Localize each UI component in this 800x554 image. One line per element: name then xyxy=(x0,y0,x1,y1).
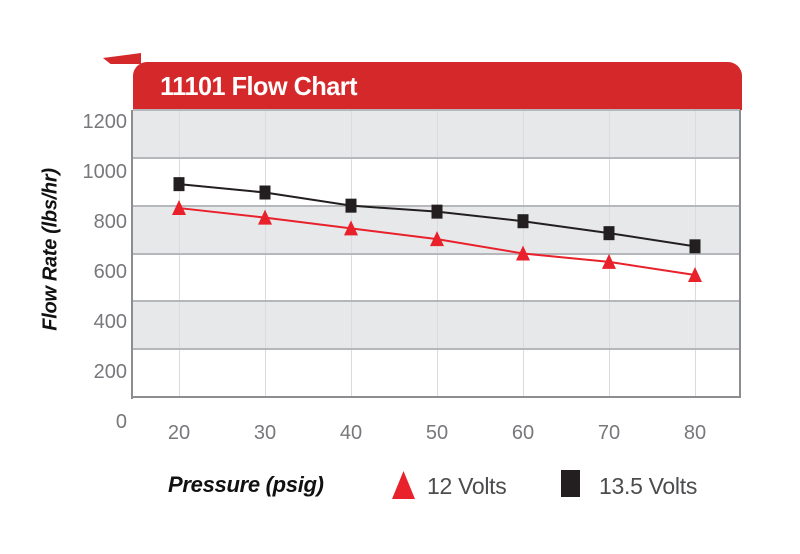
x-tick-label: 30 xyxy=(253,422,277,444)
horizontal-gridline xyxy=(133,156,740,159)
x-tick-label: 50 xyxy=(425,422,449,444)
horizontal-gridline xyxy=(133,204,740,207)
legend-label-12v: 12 Volts xyxy=(427,473,507,499)
plot-area xyxy=(133,109,740,398)
y-axis-title: Flow Rate (lbs/hr) xyxy=(39,168,62,331)
horizontal-gridline xyxy=(133,300,740,303)
x-axis-title: Pressure (psig) xyxy=(168,472,324,497)
y-tick-label: 200 xyxy=(93,361,127,383)
y-tick-label: 800 xyxy=(93,211,127,233)
x-tick-label: 20 xyxy=(167,422,191,444)
y-tick-label: 1000 xyxy=(82,161,128,183)
x-tick-label: 80 xyxy=(683,422,707,444)
y-axis-line xyxy=(131,110,133,399)
plot-band xyxy=(133,349,740,397)
y-tick-label: 0 xyxy=(115,411,127,433)
horizontal-gridline xyxy=(133,109,740,111)
plot-right-border xyxy=(739,110,741,397)
plot-band xyxy=(133,110,740,158)
horizontal-gridline xyxy=(133,348,740,351)
y-tick-label: 400 xyxy=(93,311,127,333)
banner-tail-decoration xyxy=(103,53,141,64)
plot-band xyxy=(133,301,740,350)
x-tick-label: 40 xyxy=(339,422,363,444)
y-tick-label: 1200 xyxy=(82,111,128,133)
legend-12v-triangle-icon xyxy=(392,471,415,499)
x-tick-label: 60 xyxy=(511,422,535,444)
y-tick-label: 600 xyxy=(93,261,127,283)
horizontal-gridline xyxy=(133,252,740,255)
x-tick-label: 70 xyxy=(597,422,621,444)
chart-title: 11101 Flow Chart xyxy=(160,70,358,101)
chart-title-banner: 11101 Flow Chart xyxy=(133,62,742,110)
legend-label-13-5v: 13.5 Volts xyxy=(599,473,698,499)
x-axis-line xyxy=(131,396,741,398)
legend-13-5v-square-icon xyxy=(561,470,580,497)
